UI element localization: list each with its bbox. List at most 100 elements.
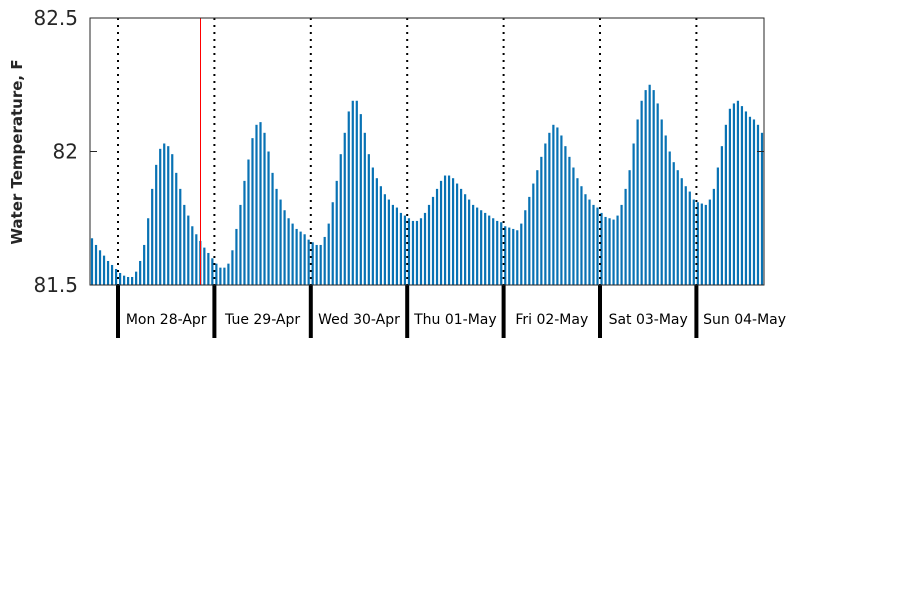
bar xyxy=(127,276,130,285)
bar xyxy=(752,119,756,286)
bar xyxy=(171,154,174,285)
bar xyxy=(548,132,551,285)
bar xyxy=(504,226,507,285)
bar xyxy=(468,199,471,285)
bar xyxy=(620,204,623,285)
bar xyxy=(692,199,695,285)
bar xyxy=(275,188,278,285)
bar xyxy=(359,114,362,286)
bar xyxy=(532,183,535,285)
bar xyxy=(576,178,579,285)
bar xyxy=(736,100,740,286)
bar xyxy=(544,143,547,285)
bar xyxy=(516,230,519,285)
bar xyxy=(407,218,411,285)
bar xyxy=(580,186,583,285)
bar xyxy=(335,180,338,285)
bar xyxy=(303,234,306,285)
bar xyxy=(207,252,210,285)
bar xyxy=(191,226,194,285)
bar xyxy=(311,242,314,285)
bar xyxy=(371,167,374,285)
bar xyxy=(247,159,250,285)
bar xyxy=(632,143,635,285)
bar xyxy=(464,194,467,285)
day-separators xyxy=(116,18,699,338)
bar xyxy=(183,204,186,285)
bar xyxy=(383,194,386,285)
bar xyxy=(307,239,310,285)
bar xyxy=(251,138,254,285)
bar xyxy=(155,164,158,285)
bar xyxy=(283,210,286,285)
bar xyxy=(135,271,138,285)
bar xyxy=(387,199,390,285)
bar xyxy=(215,263,218,285)
bar xyxy=(263,132,266,285)
bar xyxy=(684,186,687,285)
bar xyxy=(708,199,711,285)
bar xyxy=(480,210,483,285)
bar xyxy=(696,202,699,285)
bar xyxy=(94,244,98,285)
bar xyxy=(488,215,491,285)
bar xyxy=(375,178,378,285)
bar xyxy=(151,188,154,285)
bar xyxy=(616,215,619,285)
bar xyxy=(676,170,679,285)
bar xyxy=(395,207,399,285)
y-tick-label: 82.5 xyxy=(33,6,78,30)
bar xyxy=(415,220,419,285)
bar xyxy=(367,154,370,285)
bar xyxy=(628,170,631,285)
bar xyxy=(744,111,748,285)
bar xyxy=(147,218,150,285)
bar xyxy=(399,212,403,285)
bar xyxy=(231,250,234,285)
y-tick-label: 81.5 xyxy=(33,273,78,297)
bar xyxy=(227,263,230,285)
bar xyxy=(243,180,246,285)
bar xyxy=(648,84,651,285)
plot-background xyxy=(90,18,764,285)
bar xyxy=(391,204,395,285)
bar xyxy=(596,207,599,285)
bar xyxy=(720,146,723,285)
bar xyxy=(98,250,102,285)
bar xyxy=(343,132,346,285)
day-label: Mon 28-Apr xyxy=(126,312,207,328)
bar xyxy=(347,111,350,285)
bar xyxy=(363,132,366,285)
bar xyxy=(640,100,643,286)
bar xyxy=(660,119,663,286)
bar xyxy=(592,204,595,285)
bar xyxy=(536,170,539,285)
bar xyxy=(187,215,190,285)
bar xyxy=(123,275,126,285)
bar xyxy=(472,204,475,285)
bar xyxy=(476,207,479,285)
bar xyxy=(179,188,182,285)
bar xyxy=(118,272,122,285)
bar xyxy=(379,186,382,285)
bar xyxy=(443,175,447,285)
bar xyxy=(680,178,683,285)
bar xyxy=(608,218,611,285)
bar xyxy=(748,116,752,285)
day-label: Sun 04-May xyxy=(703,312,786,328)
bar xyxy=(287,218,290,285)
bar xyxy=(291,223,294,285)
bar xyxy=(716,167,719,285)
bar xyxy=(203,247,206,285)
bar xyxy=(556,127,559,285)
bar xyxy=(259,122,262,285)
bar xyxy=(740,106,744,285)
bar xyxy=(604,216,607,285)
bar xyxy=(644,90,647,285)
bar xyxy=(110,264,114,285)
bar xyxy=(704,204,707,285)
bar xyxy=(492,218,495,285)
bar xyxy=(319,244,322,285)
bar xyxy=(90,238,94,285)
